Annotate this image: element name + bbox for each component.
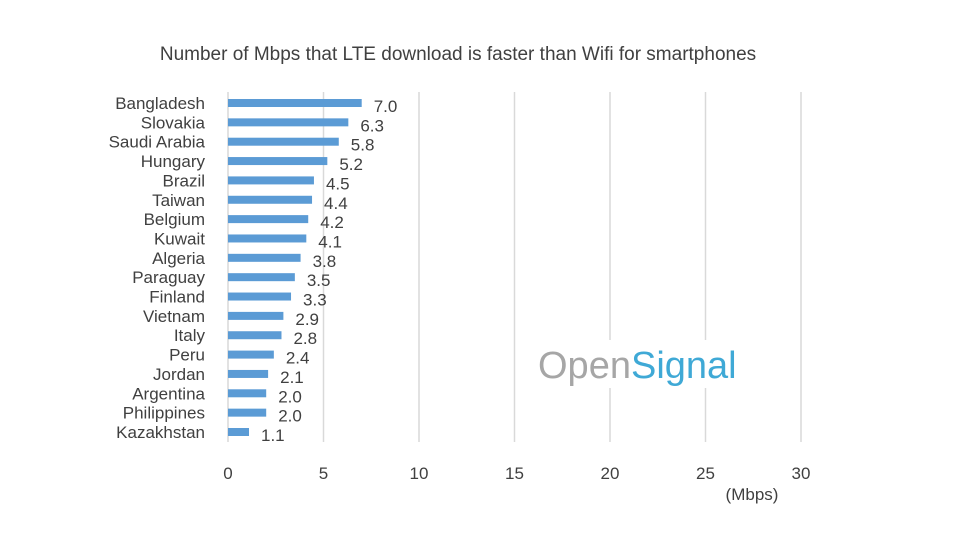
x-tick-label: 10 [410, 464, 429, 483]
labels: Bangladesh 7.0 Slovakia 6.3 Saudi Arabia 5.8 H… [109, 94, 398, 445]
category-label: Philippines [123, 404, 205, 423]
data-label: 4.1 [318, 232, 342, 251]
bar [228, 369, 269, 378]
category-label: Finland [149, 288, 205, 307]
x-tick-label: 25 [696, 464, 715, 483]
bar [228, 137, 339, 146]
data-label: 3.8 [313, 252, 337, 271]
data-label: 1.1 [261, 426, 285, 445]
x-tick-label: 5 [319, 464, 328, 483]
bar [228, 311, 284, 320]
category-label: Kuwait [154, 229, 205, 248]
category-label: Italy [174, 326, 206, 345]
bar [228, 253, 301, 262]
logo-text: OpenSignal [538, 345, 737, 387]
bar [228, 428, 250, 436]
logo-background [530, 340, 730, 388]
data-label: 2.0 [278, 407, 302, 426]
data-label: 3.3 [303, 291, 327, 310]
category-label: Paraguay [132, 268, 205, 287]
x-tick-label: 20 [601, 464, 620, 483]
opensignal-logo: OpenSignal [530, 340, 737, 388]
x-tick-label: 15 [505, 464, 524, 483]
data-label: 6.3 [360, 116, 384, 135]
bars [228, 99, 362, 436]
x-tick-label: 0 [223, 464, 232, 483]
data-label: 5.8 [351, 136, 375, 155]
data-label: 2.4 [286, 349, 310, 368]
bar [228, 215, 309, 224]
gridlines [227, 92, 802, 442]
x-tick-label: 30 [792, 464, 811, 483]
data-label: 2.8 [293, 329, 317, 348]
bar [228, 234, 307, 243]
bar [228, 331, 282, 340]
category-label: Bangladesh [115, 94, 205, 113]
bar [228, 157, 328, 166]
bar [228, 176, 314, 185]
bar [228, 195, 313, 204]
x-ticks: 0 5 10 15 20 25 30 [223, 464, 810, 483]
category-label: Algeria [152, 249, 205, 268]
data-label: 7.0 [374, 97, 398, 116]
category-label: Brazil [162, 171, 205, 190]
bar [228, 99, 362, 107]
data-label: 4.2 [320, 213, 344, 232]
data-label: 2.9 [295, 310, 319, 329]
category-label: Slovakia [141, 113, 206, 132]
bar [228, 408, 267, 417]
category-label: Saudi Arabia [109, 133, 206, 152]
bar [228, 273, 295, 282]
bar [228, 389, 267, 398]
data-label: 5.2 [339, 155, 363, 174]
category-label: Argentina [132, 384, 205, 403]
x-axis-label: (Mbps) [726, 485, 779, 504]
category-label: Hungary [141, 152, 206, 171]
chart-title: Number of Mbps that LTE download is fast… [159, 44, 757, 65]
category-label: Belgium [144, 210, 205, 229]
data-label: 4.5 [326, 174, 350, 193]
category-label: Kazakhstan [116, 423, 205, 442]
bar [228, 118, 349, 127]
data-label: 3.5 [307, 271, 331, 290]
data-label: 2.0 [278, 387, 302, 406]
category-label: Jordan [153, 365, 205, 384]
data-label: 2.1 [280, 368, 304, 387]
data-label: 4.4 [324, 194, 348, 213]
category-label: Peru [169, 346, 205, 365]
bar [228, 292, 292, 301]
category-label: Taiwan [152, 191, 205, 210]
bar [228, 350, 274, 359]
category-label: Vietnam [143, 307, 205, 326]
